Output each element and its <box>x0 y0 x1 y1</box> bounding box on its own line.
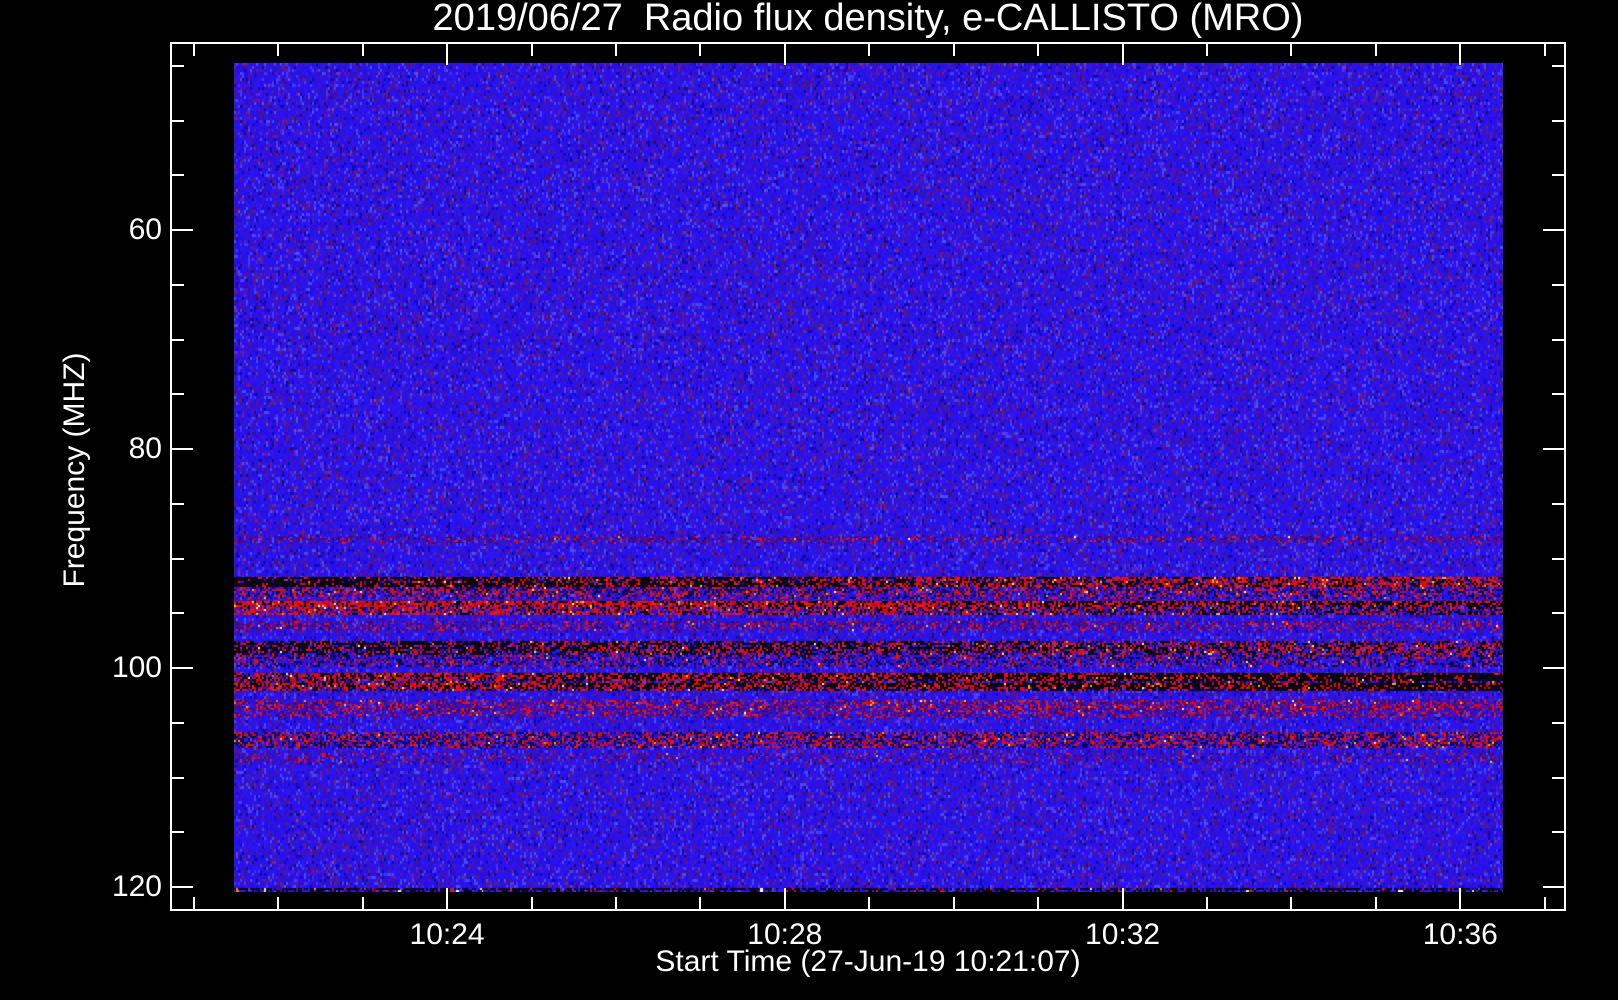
y-tick-label: 100 <box>111 651 162 684</box>
x-tick-label: 10:28 <box>747 918 823 951</box>
y-tick-label: 120 <box>111 870 162 903</box>
y-tick-label: 60 <box>128 213 162 247</box>
spectrogram-image <box>234 63 1503 892</box>
x-axis-title: Start Time (27-Jun-19 10:21:07) <box>655 945 1081 978</box>
chart-title: 2019/06/27 Radio flux density, e-CALLIST… <box>432 0 1304 39</box>
x-tick-label: 10:32 <box>1085 918 1161 951</box>
x-tick-label: 10:36 <box>1422 918 1498 951</box>
x-tick-label: 10:24 <box>409 918 485 951</box>
y-tick-label: 80 <box>128 432 162 466</box>
